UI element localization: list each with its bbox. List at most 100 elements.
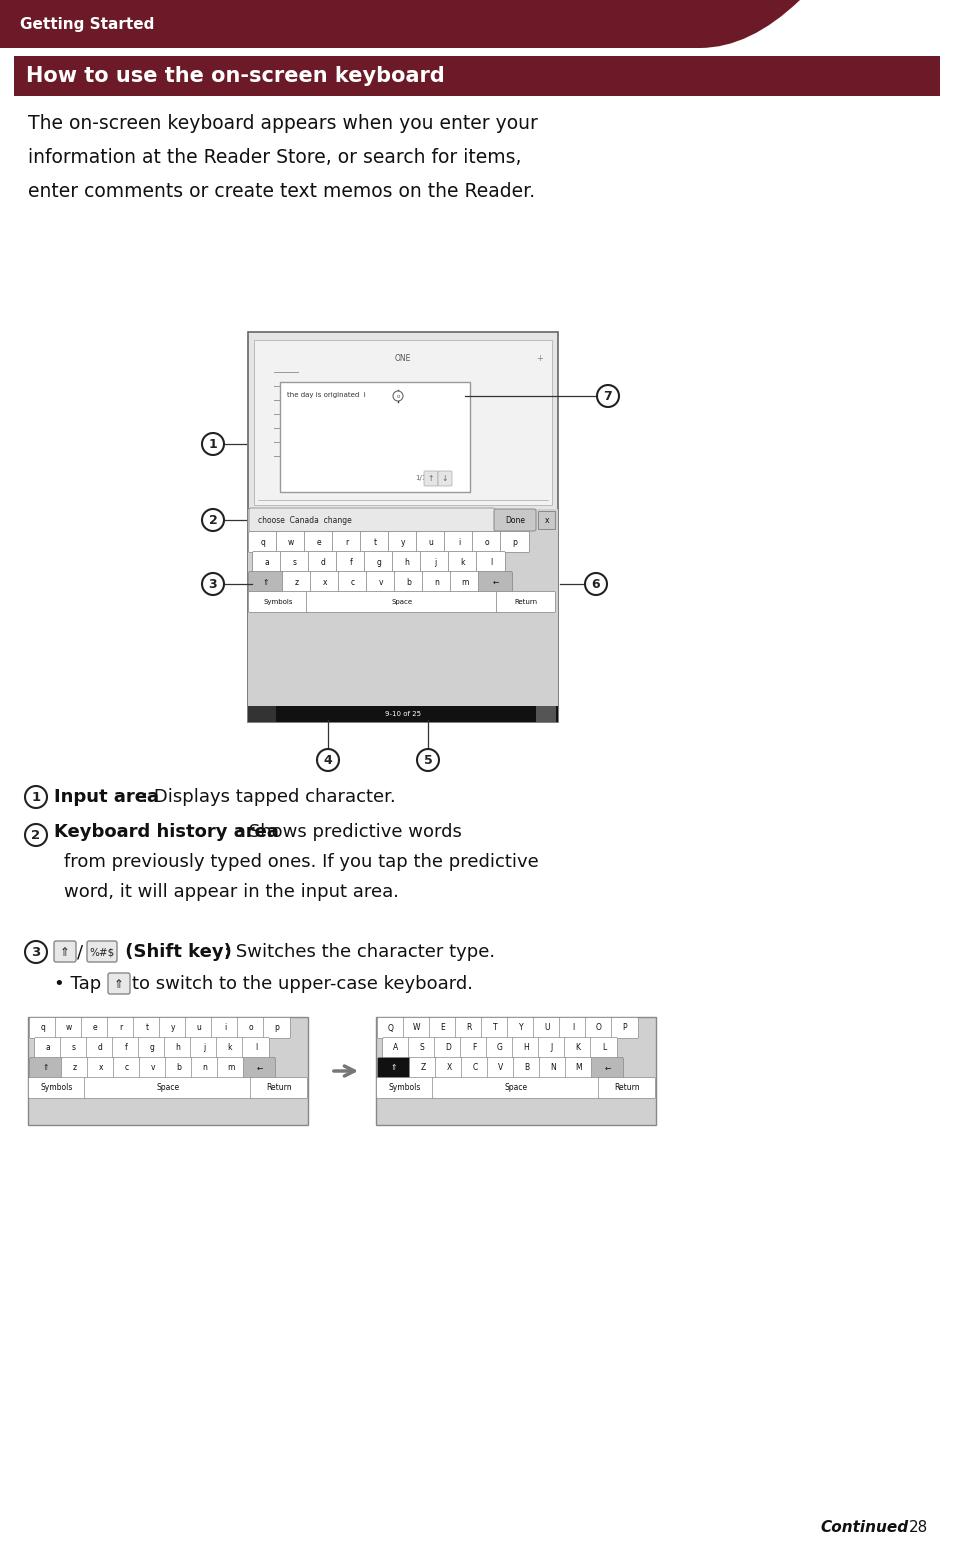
Text: f: f	[125, 1043, 128, 1053]
FancyBboxPatch shape	[276, 531, 305, 553]
Text: ⇑: ⇑	[43, 1063, 50, 1073]
Text: Space: Space	[156, 1084, 179, 1093]
FancyBboxPatch shape	[248, 705, 275, 722]
Text: j: j	[203, 1043, 205, 1053]
FancyBboxPatch shape	[243, 1057, 275, 1079]
FancyBboxPatch shape	[611, 1018, 638, 1039]
Text: ⇑: ⇑	[114, 978, 124, 990]
Text: 1: 1	[209, 438, 217, 450]
Text: p: p	[512, 537, 517, 547]
FancyBboxPatch shape	[280, 381, 470, 492]
Text: x: x	[322, 578, 327, 587]
FancyBboxPatch shape	[304, 531, 334, 553]
FancyBboxPatch shape	[248, 509, 558, 722]
Text: s: s	[293, 557, 296, 567]
Text: q: q	[41, 1023, 46, 1032]
FancyBboxPatch shape	[159, 1018, 186, 1039]
FancyBboxPatch shape	[423, 472, 437, 486]
Text: J: J	[550, 1043, 553, 1053]
Text: ⇑: ⇑	[391, 1063, 396, 1073]
Text: s: s	[71, 1043, 76, 1053]
FancyBboxPatch shape	[185, 1018, 213, 1039]
FancyBboxPatch shape	[437, 472, 452, 486]
Text: Return: Return	[614, 1084, 639, 1093]
Text: y: y	[400, 537, 405, 547]
FancyBboxPatch shape	[375, 1017, 656, 1126]
Text: r: r	[345, 537, 348, 547]
Text: the day is originated  i: the day is originated i	[287, 392, 365, 399]
FancyBboxPatch shape	[377, 1057, 410, 1079]
Text: The on-screen keyboard appears when you enter your: The on-screen keyboard appears when you …	[28, 114, 537, 132]
Text: P: P	[622, 1023, 627, 1032]
Text: 3: 3	[209, 578, 217, 590]
FancyBboxPatch shape	[591, 1057, 623, 1079]
FancyBboxPatch shape	[513, 1057, 540, 1079]
FancyBboxPatch shape	[409, 1057, 436, 1079]
Text: v: v	[378, 578, 383, 587]
Text: 6: 6	[591, 578, 599, 590]
Circle shape	[584, 573, 606, 595]
FancyBboxPatch shape	[30, 1057, 63, 1079]
Text: W: W	[413, 1023, 420, 1032]
Text: ⇑: ⇑	[60, 945, 70, 959]
Text: M: M	[575, 1063, 581, 1073]
Text: m: m	[227, 1063, 234, 1073]
Text: x: x	[544, 515, 549, 525]
FancyBboxPatch shape	[537, 511, 555, 529]
Text: 3: 3	[31, 945, 41, 959]
FancyBboxPatch shape	[333, 531, 361, 553]
Text: 2: 2	[209, 514, 217, 526]
Text: z: z	[72, 1063, 77, 1073]
FancyBboxPatch shape	[481, 1018, 508, 1039]
FancyBboxPatch shape	[310, 571, 339, 593]
Text: c: c	[125, 1063, 129, 1073]
Text: e: e	[316, 537, 321, 547]
FancyBboxPatch shape	[133, 1018, 160, 1039]
Text: Return: Return	[514, 599, 537, 606]
Text: h: h	[404, 557, 409, 567]
FancyBboxPatch shape	[113, 1057, 140, 1079]
FancyBboxPatch shape	[478, 571, 512, 593]
Text: u: u	[428, 537, 433, 547]
FancyBboxPatch shape	[248, 705, 558, 722]
FancyBboxPatch shape	[61, 1057, 89, 1079]
FancyBboxPatch shape	[461, 1057, 488, 1079]
Text: Y: Y	[518, 1023, 523, 1032]
Circle shape	[202, 509, 224, 531]
FancyBboxPatch shape	[533, 1018, 560, 1039]
Text: information at the Reader Store, or search for items,: information at the Reader Store, or sear…	[28, 148, 521, 167]
Text: 1: 1	[31, 791, 41, 803]
Text: k: k	[228, 1043, 232, 1053]
FancyBboxPatch shape	[249, 508, 495, 532]
Text: X: X	[446, 1063, 451, 1073]
Text: N: N	[550, 1063, 556, 1073]
Text: R: R	[466, 1023, 471, 1032]
FancyBboxPatch shape	[138, 1037, 165, 1059]
FancyBboxPatch shape	[455, 1018, 482, 1039]
Text: Symbols: Symbols	[41, 1084, 73, 1093]
Text: j: j	[434, 557, 436, 567]
Text: Q: Q	[388, 1023, 394, 1032]
FancyBboxPatch shape	[500, 531, 529, 553]
Text: 2: 2	[31, 828, 41, 841]
Text: D: D	[445, 1043, 451, 1053]
Circle shape	[416, 749, 438, 771]
FancyBboxPatch shape	[30, 1018, 56, 1039]
Text: S: S	[419, 1043, 424, 1053]
FancyBboxPatch shape	[248, 571, 283, 593]
Text: m: m	[461, 578, 468, 587]
FancyBboxPatch shape	[55, 1018, 82, 1039]
FancyBboxPatch shape	[460, 1037, 487, 1059]
Text: T: T	[492, 1023, 497, 1032]
Text: 7: 7	[603, 389, 612, 403]
Text: H: H	[522, 1043, 528, 1053]
Text: from previously typed ones. If you tap the predictive: from previously typed ones. If you tap t…	[64, 853, 538, 870]
FancyBboxPatch shape	[558, 1018, 586, 1039]
FancyBboxPatch shape	[308, 551, 337, 573]
FancyBboxPatch shape	[34, 1037, 61, 1059]
FancyBboxPatch shape	[408, 1037, 435, 1059]
Text: Continued: Continued	[820, 1520, 907, 1535]
Text: o: o	[395, 394, 399, 399]
Text: w: w	[288, 537, 294, 547]
FancyBboxPatch shape	[54, 940, 76, 962]
